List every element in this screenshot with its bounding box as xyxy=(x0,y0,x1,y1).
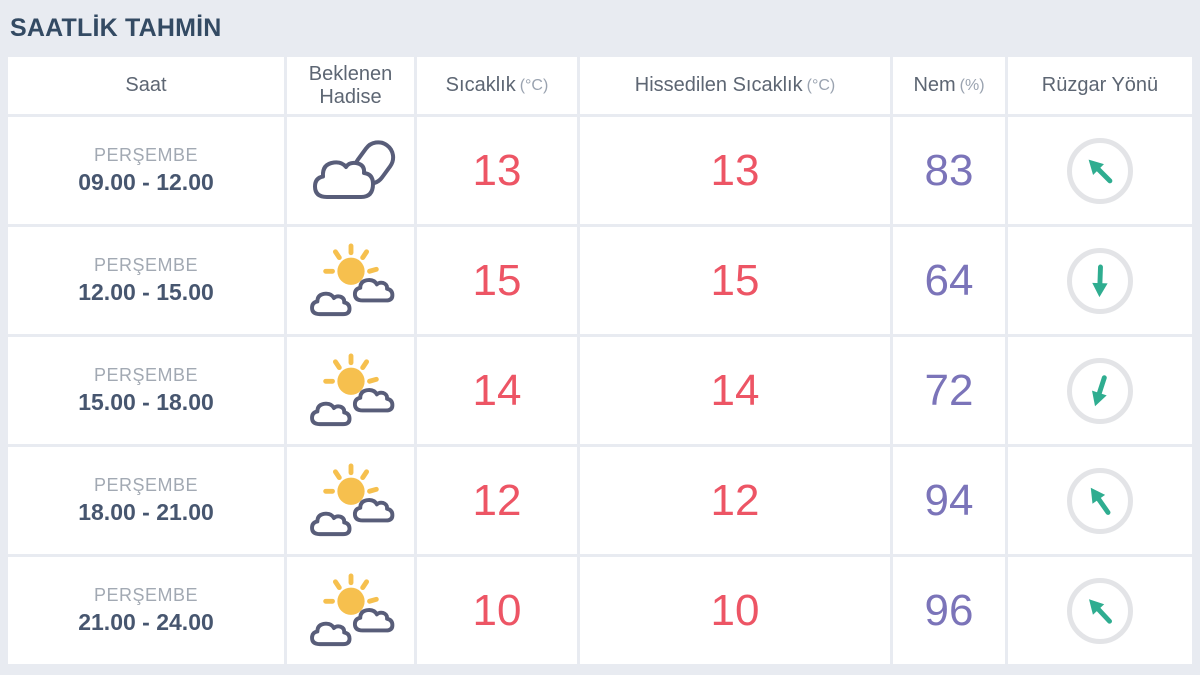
time-range: 18.00 - 21.00 xyxy=(78,499,214,525)
col-header-label: Sıcaklık xyxy=(445,74,516,96)
table-row: PERŞEMBE 18.00 - 21.00 12 12 94 xyxy=(8,447,1192,554)
page-title: SAATLİK TAHMİN xyxy=(10,14,222,42)
time-cell: PERŞEMBE 21.00 - 24.00 xyxy=(8,557,284,664)
table-row: PERŞEMBE 15.00 - 18.00 14 14 72 xyxy=(8,337,1192,444)
time-range: 09.00 - 12.00 xyxy=(78,169,214,195)
wind-arrow-icon xyxy=(1078,259,1121,302)
temperature-cell: 15 xyxy=(417,227,577,334)
feels-like-cell: 15 xyxy=(580,227,890,334)
temperature-cell: 14 xyxy=(417,337,577,444)
humidity-cell: 83 xyxy=(893,117,1005,224)
humidity-cell: 72 xyxy=(893,337,1005,444)
feels-like-value: 13 xyxy=(710,145,760,195)
time-cell: PERŞEMBE 18.00 - 21.00 xyxy=(8,447,284,554)
partly-sunny-icon xyxy=(306,243,396,319)
temperature-value: 12 xyxy=(472,475,522,525)
time-range: 12.00 - 15.00 xyxy=(78,279,214,305)
table-row: PERŞEMBE 12.00 - 15.00 15 15 64 xyxy=(8,227,1192,334)
feels-like-value: 12 xyxy=(710,475,760,525)
humidity-value: 72 xyxy=(924,365,974,415)
wind-direction-indicator xyxy=(1067,577,1133,644)
wind-direction-cell xyxy=(1008,337,1192,444)
col-header-label: Saat xyxy=(125,74,167,96)
time-cell: PERŞEMBE 12.00 - 15.00 xyxy=(8,227,284,334)
time-range: 21.00 - 24.00 xyxy=(78,609,214,635)
feels-like-value: 10 xyxy=(710,585,760,635)
col-header-label: Rüzgar Yönü xyxy=(1041,74,1159,96)
day-label: PERŞEMBE xyxy=(93,365,199,385)
humidity-value: 64 xyxy=(924,255,974,305)
temperature-cell: 13 xyxy=(417,117,577,224)
condition-cell xyxy=(287,337,414,444)
condition-cell xyxy=(287,117,414,224)
wind-arrow-icon xyxy=(1071,471,1129,529)
feels-like-value: 15 xyxy=(710,255,760,305)
temperature-value: 10 xyxy=(472,585,522,635)
col-header-unit: (%) xyxy=(959,76,985,94)
wind-direction-indicator xyxy=(1067,467,1133,534)
temperature-cell: 12 xyxy=(417,447,577,554)
condition-cell xyxy=(287,557,414,664)
partly-sunny-icon xyxy=(306,463,396,539)
day-label: PERŞEMBE xyxy=(93,145,199,165)
temperature-value: 14 xyxy=(472,365,522,415)
day-label: PERŞEMBE xyxy=(93,255,199,275)
time-cell: PERŞEMBE 09.00 - 12.00 xyxy=(8,117,284,224)
humidity-cell: 94 xyxy=(893,447,1005,554)
col-header-wind-direction: Rüzgar Yönü xyxy=(1008,57,1192,114)
day-label: PERŞEMBE xyxy=(93,585,199,605)
condition-cell xyxy=(287,227,414,334)
col-header-feels-like: Hissedilen Sıcaklık (°C) xyxy=(580,57,890,114)
humidity-value: 94 xyxy=(924,475,974,525)
cloudy-icon xyxy=(306,133,396,209)
partly-sunny-icon xyxy=(306,353,396,429)
col-header-label: Hissedilen Sıcaklık xyxy=(634,74,803,96)
feels-like-cell: 14 xyxy=(580,337,890,444)
hourly-forecast-table: Saat Beklenen Hadise Sıcaklık (°C) Hisse… xyxy=(8,57,1192,664)
col-header-temperature: Sıcaklık (°C) xyxy=(417,57,577,114)
feels-like-cell: 10 xyxy=(580,557,890,664)
col-header-label: Beklenen Hadise xyxy=(308,62,393,108)
temperature-value: 13 xyxy=(472,145,522,195)
time-cell: PERŞEMBE 15.00 - 18.00 xyxy=(8,337,284,444)
col-header-unit: (°C) xyxy=(806,76,836,94)
humidity-cell: 64 xyxy=(893,227,1005,334)
wind-direction-indicator xyxy=(1067,357,1133,424)
day-label: PERŞEMBE xyxy=(93,475,199,495)
col-header-unit: (°C) xyxy=(519,76,549,94)
wind-arrow-icon xyxy=(1070,581,1129,640)
table-header-row: Saat Beklenen Hadise Sıcaklık (°C) Hisse… xyxy=(8,57,1192,114)
humidity-value: 96 xyxy=(924,585,974,635)
feels-like-cell: 12 xyxy=(580,447,890,554)
wind-direction-cell xyxy=(1008,447,1192,554)
wind-arrow-icon xyxy=(1070,141,1129,200)
table-row: PERŞEMBE 09.00 - 12.00 13 13 83 xyxy=(8,117,1192,224)
col-header-time: Saat xyxy=(8,57,284,114)
col-header-label: Nem xyxy=(913,74,956,96)
time-range: 15.00 - 18.00 xyxy=(78,389,214,415)
condition-cell xyxy=(287,447,414,554)
humidity-cell: 96 xyxy=(893,557,1005,664)
col-header-condition: Beklenen Hadise xyxy=(287,57,414,114)
partly-sunny-icon xyxy=(306,573,396,649)
wind-direction-cell xyxy=(1008,117,1192,224)
temperature-cell: 10 xyxy=(417,557,577,664)
humidity-value: 83 xyxy=(924,145,974,195)
wind-direction-indicator xyxy=(1067,247,1133,314)
feels-like-value: 14 xyxy=(710,365,760,415)
table-row: PERŞEMBE 21.00 - 24.00 10 10 96 xyxy=(8,557,1192,664)
wind-direction-cell xyxy=(1008,227,1192,334)
feels-like-cell: 13 xyxy=(580,117,890,224)
wind-direction-cell xyxy=(1008,557,1192,664)
temperature-value: 15 xyxy=(472,255,522,305)
col-header-humidity: Nem (%) xyxy=(893,57,1005,114)
wind-arrow-icon xyxy=(1074,364,1127,417)
wind-direction-indicator xyxy=(1067,137,1133,204)
